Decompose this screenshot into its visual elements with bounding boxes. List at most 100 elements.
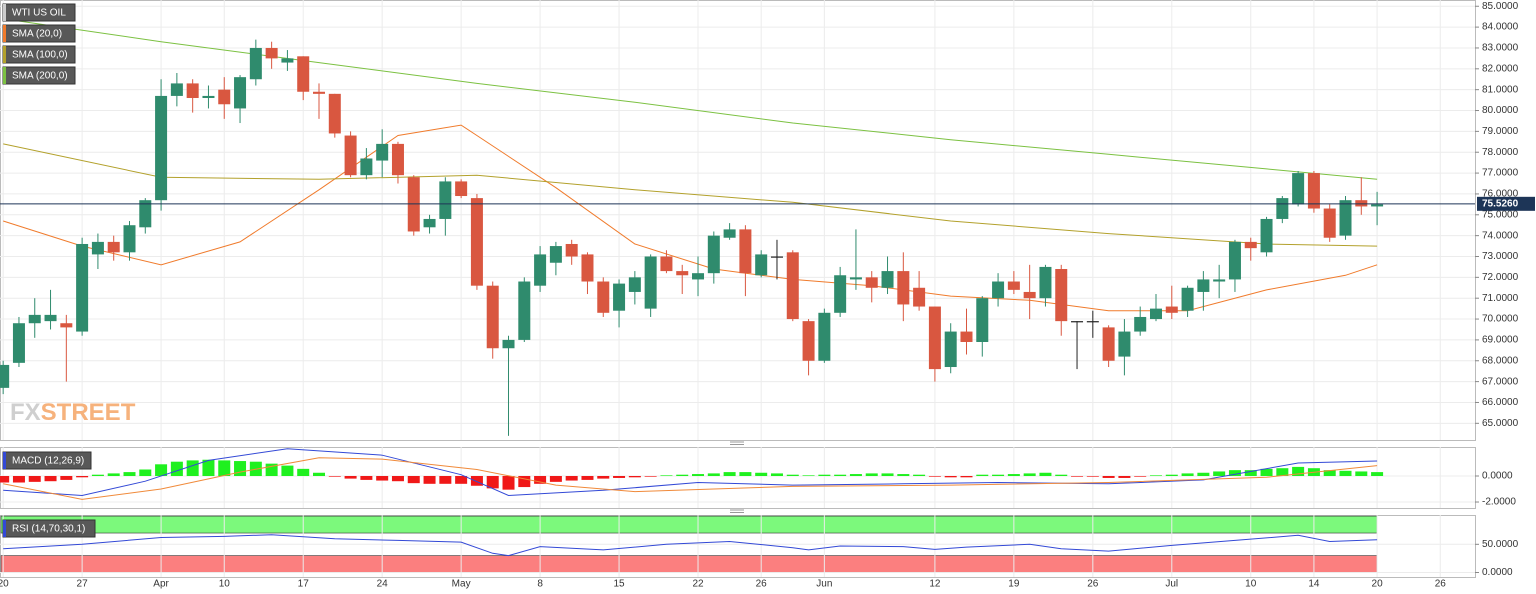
candle-body: [1055, 269, 1068, 322]
y-tick-label: 65.0000: [1482, 418, 1519, 429]
candle-body: [1355, 200, 1368, 207]
legend-label: SMA (100,0): [12, 50, 68, 61]
candle-body: [628, 277, 641, 292]
candle-body: [581, 254, 594, 282]
candle-body: [849, 277, 862, 280]
legend-label: WTI US OIL: [12, 8, 66, 19]
candle-body: [723, 229, 736, 238]
candle-body: [202, 95, 215, 99]
macd-bar: [91, 474, 104, 477]
macd-bar: [0, 476, 10, 483]
macd-bar: [960, 476, 973, 478]
signal-line: [3, 457, 1378, 500]
macd-bar: [28, 476, 41, 482]
y-tick-label: 85.0000: [1482, 1, 1519, 12]
macd-bar: [1276, 468, 1289, 477]
macd-bar: [344, 476, 357, 479]
macd-bar: [1086, 476, 1099, 477]
macd-bar: [676, 474, 689, 477]
candle-body: [391, 143, 404, 176]
macd-bar: [739, 472, 752, 477]
macd-bar: [376, 476, 389, 481]
candle-body: [76, 243, 89, 332]
candle-body: [1213, 279, 1226, 282]
macd-bar: [1323, 470, 1336, 477]
macd-bar: [1228, 470, 1241, 477]
y-tick-label: 82.0000: [1482, 63, 1519, 74]
candle-body: [265, 47, 278, 59]
candle-body: [1102, 327, 1115, 361]
candle-body: [1181, 287, 1194, 311]
y-tick-label: 50.0000: [1482, 539, 1519, 550]
candle-body: [518, 281, 531, 340]
candle-body: [281, 58, 294, 63]
x-tick-label: 20: [0, 579, 9, 590]
candle-body: [1339, 200, 1352, 236]
y-tick-label: 75.0000: [1482, 209, 1519, 220]
x-tick-label: 15: [613, 579, 625, 590]
x-tick-label: 22: [692, 579, 704, 590]
candle-body: [960, 331, 973, 342]
y-tick-label: 73.0000: [1482, 251, 1519, 262]
candle-body: [1039, 266, 1052, 299]
x-tick-label: May: [452, 579, 471, 590]
macd-bar: [1102, 476, 1115, 478]
candle-body: [1371, 204, 1384, 207]
candle-body: [1118, 331, 1131, 357]
macd-bar: [897, 474, 910, 477]
candle-body: [786, 252, 799, 320]
candle-body: [676, 271, 689, 276]
candle-body: [1165, 306, 1178, 313]
macd-bar: [802, 475, 815, 477]
legend-swatch: [3, 4, 6, 21]
candle-body: [1292, 173, 1305, 205]
candle-body: [44, 314, 57, 322]
legend-swatch: [3, 25, 6, 42]
y-tick-label: -2.0000: [1482, 497, 1516, 508]
candle-body: [1228, 241, 1241, 280]
macd-bar: [518, 476, 531, 488]
macd-bar: [723, 472, 736, 477]
macd-bar: [1118, 476, 1131, 478]
y-tick-label: 68.0000: [1482, 355, 1519, 366]
candle-body: [486, 285, 499, 349]
macd-bar: [755, 472, 768, 477]
macd-bar: [1181, 473, 1194, 477]
macd-bar: [976, 474, 989, 477]
panel-frame: [0, 0, 1476, 441]
x-tick-label: 10: [219, 579, 231, 590]
candle-body: [218, 89, 231, 105]
candle-body: [597, 281, 610, 313]
macd-bar: [1292, 466, 1305, 477]
macd-bar: [770, 473, 783, 477]
macd-bar: [407, 476, 420, 484]
panel-frame: [0, 447, 1476, 509]
y-tick-label: 79.0000: [1482, 126, 1519, 137]
macd-bar: [849, 474, 862, 477]
candle-body: [1323, 208, 1336, 238]
x-tick-label: 20: [1372, 579, 1384, 590]
candle-body: [770, 256, 783, 258]
macd-bar: [818, 474, 831, 477]
last-price-box: [1477, 196, 1535, 211]
macd-bar: [486, 476, 499, 489]
macd-bar: [707, 473, 720, 477]
macd-bar: [439, 476, 452, 484]
macd-bar: [76, 476, 89, 478]
candle-body: [660, 256, 673, 272]
macd-bar: [1213, 471, 1226, 477]
candle-body: [802, 321, 815, 361]
candle-body: [360, 158, 373, 176]
macd-bar: [597, 476, 610, 479]
legend-label: SMA (20,0): [12, 29, 62, 40]
y-tick-label: 77.0000: [1482, 168, 1519, 179]
candle-body: [944, 331, 957, 368]
x-tick-label: 10: [1245, 579, 1257, 590]
candle-body: [249, 47, 262, 80]
macd-bar: [139, 469, 152, 477]
macd-bar: [170, 461, 183, 477]
candle-body: [644, 256, 657, 309]
candle-body: [297, 56, 310, 92]
macd-bar: [328, 476, 341, 477]
candle-body: [1197, 279, 1210, 292]
